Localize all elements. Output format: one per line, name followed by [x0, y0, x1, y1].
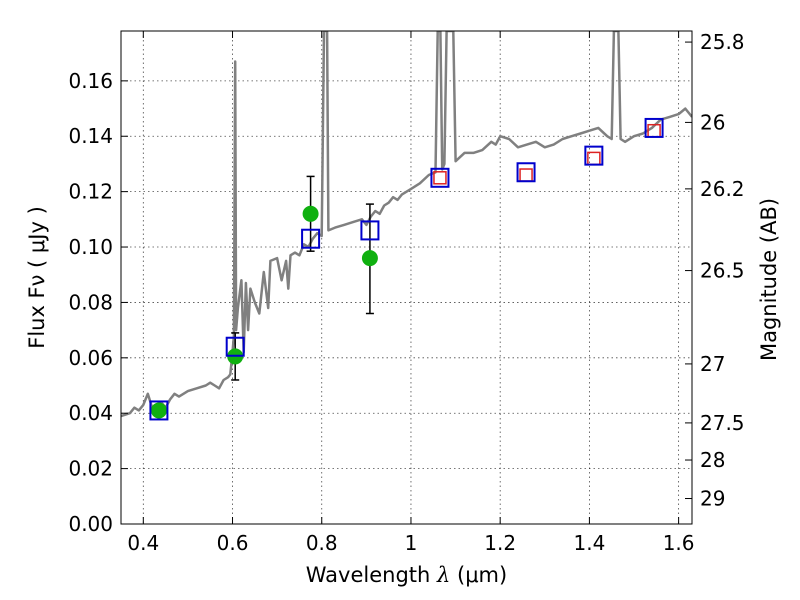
blue-square-marker — [360, 220, 380, 241]
grid-lines — [121, 31, 692, 525]
blue-square-marker — [584, 145, 604, 166]
axis-ticks: 0.4 0.6 0.8 1 1.2 1.4 1.6 0.00 0.02 0.04 0.06 0.08 0… — [68, 30, 744, 555]
plot-frame — [120, 30, 693, 525]
x-axis-label: Wavelength λ (μm) — [306, 563, 507, 587]
y2-tick-label: 28 — [700, 448, 725, 472]
x-tick-label: 1.4 — [573, 531, 605, 555]
blue-square-marker — [516, 162, 536, 183]
blue-square-marker — [644, 117, 664, 138]
y2-tick-label: 29 — [700, 487, 725, 511]
blue-square-marker — [225, 336, 245, 357]
y2-tick-label: 27.5 — [700, 411, 745, 435]
y2-tick-label: 26.5 — [700, 259, 745, 283]
model-spectrum — [121, 31, 692, 418]
y-tick-label: 0.08 — [68, 290, 113, 314]
x-label-lambda: λ — [436, 563, 450, 587]
y2-tick-label: 25.8 — [700, 30, 745, 54]
y-tick-label: 0.00 — [68, 512, 113, 536]
error-bars — [231, 175, 374, 381]
y-tick-label: 0.12 — [68, 180, 113, 204]
x-label-text: Wavelength — [306, 563, 437, 587]
y-axis-label: Flux Fν ( μJy ) — [25, 206, 49, 349]
y2-tick-label: 26.2 — [700, 177, 745, 201]
x-tick-label: 0.4 — [127, 531, 159, 555]
y2-tick-label: 27 — [700, 352, 725, 376]
data-points — [149, 117, 664, 421]
x-tick-label: 1.6 — [663, 531, 695, 555]
x-tick-label: 0.6 — [217, 531, 249, 555]
y-tick-label: 0.04 — [68, 401, 113, 425]
blue-square-marker — [301, 228, 321, 249]
y-tick-label: 0.16 — [68, 69, 113, 93]
red-square-marker — [433, 171, 447, 185]
x-tick-label: 0.8 — [306, 531, 338, 555]
y-tick-label: 0.02 — [68, 457, 113, 481]
y-tick-label: 0.14 — [68, 124, 113, 148]
red-square-marker — [519, 168, 533, 182]
y2-tick-label: 26 — [700, 110, 725, 134]
green-data-point — [361, 250, 378, 267]
y-tick-label: 0.06 — [68, 346, 113, 370]
blue-square-marker — [149, 400, 169, 421]
blue-square-marker — [430, 167, 450, 188]
spectrum-line — [121, 31, 692, 418]
x-tick-label: 1 — [405, 531, 418, 555]
x-label-unit: (μm) — [450, 563, 507, 587]
y2-axis-label: Magnitude (AB) — [757, 198, 781, 361]
green-data-point — [302, 205, 319, 222]
x-tick-label: 1.2 — [484, 531, 516, 555]
y-tick-label: 0.10 — [68, 235, 113, 259]
green-data-point — [150, 402, 167, 419]
